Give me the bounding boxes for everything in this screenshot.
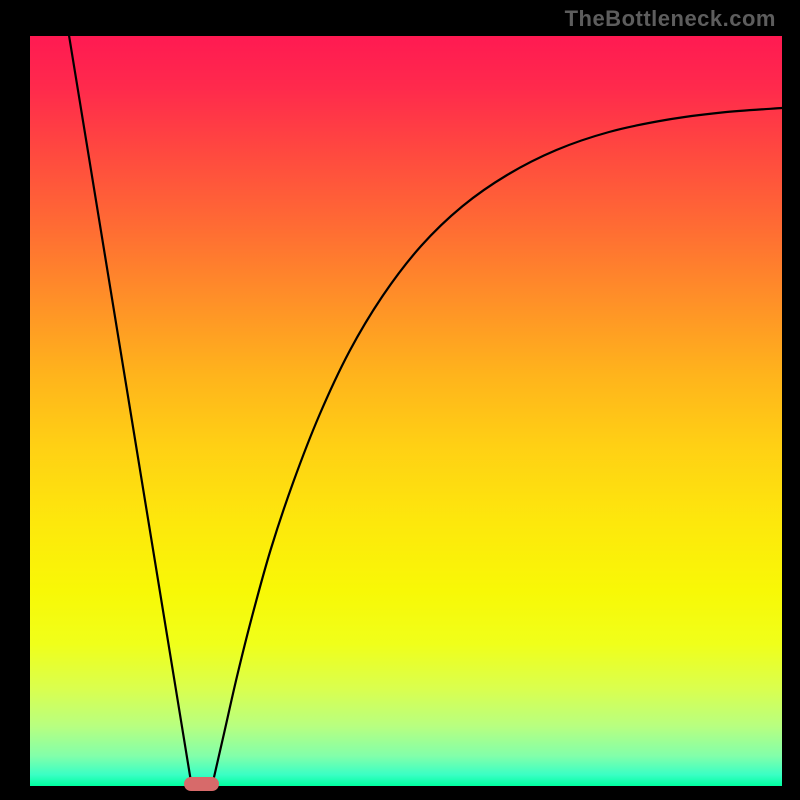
curve-layer <box>30 36 782 786</box>
watermark-text: TheBottleneck.com <box>565 6 776 32</box>
plot-frame <box>30 36 782 786</box>
valley-marker-shape <box>184 777 219 791</box>
valley-marker <box>184 777 219 791</box>
bottleneck-curve <box>69 36 782 786</box>
plot-gradient-area <box>30 36 782 786</box>
